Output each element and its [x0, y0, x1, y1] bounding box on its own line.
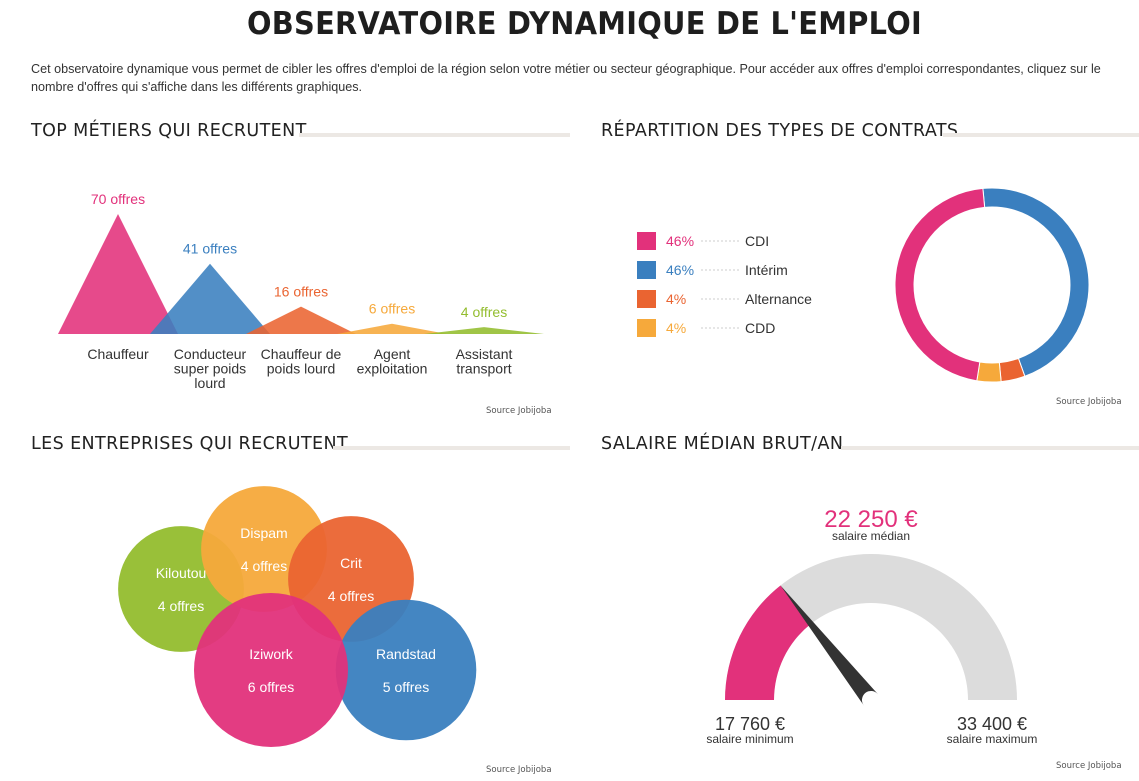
source-label: Source Jobijoba [486, 765, 552, 775]
bubble-value-4: 6 offres [248, 679, 294, 695]
section-rule [299, 133, 570, 137]
max-value: 33 400 € [957, 714, 1027, 734]
section-title-metiers: TOP MÉTIERS QUI RECRUTENT [31, 121, 307, 141]
category-label-5: Assistant [456, 346, 513, 362]
source-label: Source Jobijoba [486, 406, 552, 416]
bubble-label-3: Crit [340, 555, 362, 571]
source-label: Source Jobijoba [1056, 761, 1122, 771]
legend-label-2: Intérim [745, 262, 788, 278]
legend-swatch-1 [637, 232, 656, 250]
legend-label-1: CDI [745, 233, 769, 249]
data-label-5: 4 offres [461, 304, 507, 320]
legend-label-4: CDD [745, 320, 775, 336]
min-value: 17 760 € [715, 714, 785, 734]
bubble-label-4: Iziwork [249, 646, 294, 662]
max-caption: salaire maximum [947, 732, 1038, 746]
donut-slice-4 [976, 361, 1002, 383]
legend-swatch-3 [637, 290, 656, 308]
triangle-3 [246, 306, 356, 334]
intro-text: Cet observatoire dynamique vous permet d… [31, 62, 1101, 94]
category-label-3: Chauffeur de [261, 346, 342, 362]
section-rule [943, 133, 1139, 137]
entreprises-chart: Kiloutou 4 offres Dispam 4 offres Crit 4 offr… [118, 486, 477, 747]
bubble-label-1: Kiloutou [156, 565, 207, 581]
category-label-1: Chauffeur [87, 346, 149, 362]
legend-value-2: 46% [666, 262, 694, 278]
category-label-5: transport [456, 361, 511, 377]
category-label-4: Agent [374, 346, 411, 362]
data-label-3: 16 offres [274, 284, 328, 300]
page-title: OBSERVATOIRE DYNAMIQUE DE L'EMPLOI [247, 6, 923, 42]
bubble-value-1: 4 offres [158, 598, 204, 614]
donut-slice-1 [894, 187, 986, 382]
source-label: Source Jobijoba [1056, 397, 1122, 407]
legend-value-4: 4% [666, 320, 686, 336]
gauge-fill [725, 585, 811, 700]
legend-label-3: Alternance [745, 291, 812, 307]
triangle-2 [150, 263, 270, 334]
bubble-label-5: Randstad [376, 646, 436, 662]
data-label-2: 41 offres [183, 241, 237, 257]
data-label-1: 70 offres [91, 191, 145, 207]
category-label-3: poids lourd [267, 361, 336, 377]
bubble-value-3: 4 offres [328, 588, 374, 604]
median-value: 22 250 € [824, 506, 918, 533]
min-caption: salaire minimum [706, 732, 793, 746]
bubble-value-5: 5 offres [383, 679, 429, 695]
metiers-chart: 70 offres Chauffeur 41 offres Conducteursup… [58, 191, 544, 391]
category-label-4: exploitation [357, 361, 428, 377]
triangle-1 [58, 214, 178, 334]
triangle-4 [337, 323, 447, 334]
bubble-label-2: Dispam [240, 525, 287, 541]
contrats-chart: 46% CDI 46% Intérim 4% Alternance 4% CDD [637, 187, 1090, 383]
donut-slice-2 [982, 187, 1090, 377]
section-title-entreprises: LES ENTREPRISES QUI RECRUTENT [31, 434, 349, 454]
legend-value-1: 46% [666, 233, 694, 249]
category-label-2: super poids [174, 361, 246, 377]
category-label-2: Conducteur [174, 346, 247, 362]
section-rule [841, 446, 1139, 450]
triangle-5 [424, 327, 544, 334]
category-label-2: lourd [194, 375, 225, 391]
legend-value-3: 4% [666, 291, 686, 307]
bubble-value-2: 4 offres [241, 558, 287, 574]
gauge-track [725, 554, 1017, 700]
median-caption: salaire médian [832, 529, 910, 543]
salaire-chart: 22 250 €salaire médian 17 760 €salaire mi… [706, 506, 1038, 746]
bubble-5 [335, 599, 477, 741]
legend-swatch-4 [637, 319, 656, 337]
data-label-4: 6 offres [369, 301, 415, 317]
section-title-contrats: RÉPARTITION DES TYPES DE CONTRATS [601, 121, 959, 141]
legend-swatch-2 [637, 261, 656, 279]
section-rule [333, 446, 570, 450]
section-title-salaire: SALAIRE MÉDIAN BRUT/AN [601, 434, 844, 454]
gauge-needle [780, 585, 879, 706]
bubble-4 [194, 593, 348, 747]
